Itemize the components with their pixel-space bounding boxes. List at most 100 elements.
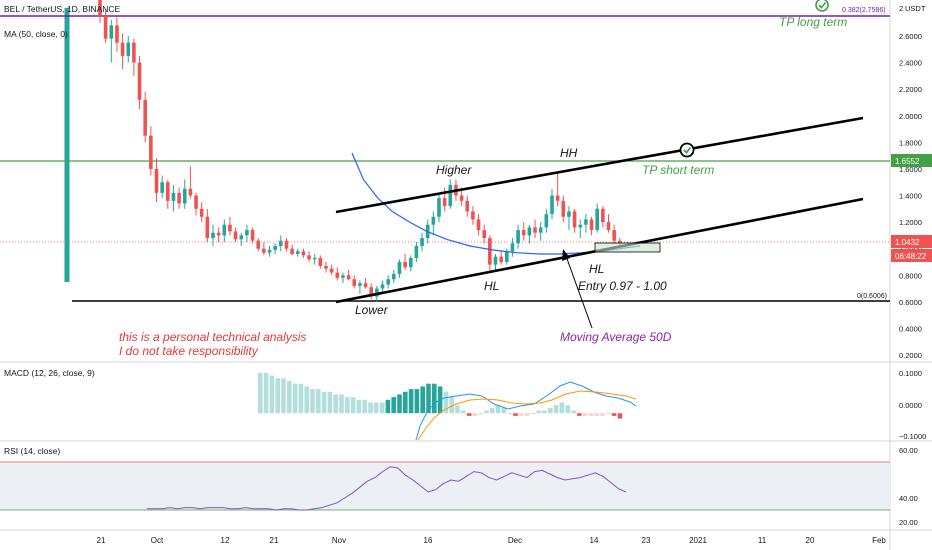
candle-body [312,257,317,260]
candle-body [149,135,153,169]
candle-body [471,211,475,220]
candle-body [171,192,176,201]
price-axis[interactable]: 2.6000 2.4000 2.2000 2.0000 1.8000 1.6000 1.40… [891,4,932,527]
tp-long-label: TP long term [779,15,847,29]
channel-upper-line[interactable] [335,116,864,214]
macd-bar [339,394,344,414]
macd-bar [333,394,338,414]
candle-body [493,256,498,265]
macd-bar [524,413,530,416]
macd-bar [368,402,373,414]
time-tick: Dec [508,536,522,545]
macd-bar [617,413,623,419]
candle-body [120,42,125,56]
macd-bar [536,410,541,414]
macd-tick: 0.0000 [899,401,922,410]
candle-body [132,42,136,63]
macd-bar [472,413,478,416]
lower-label: Lower [355,303,389,317]
price-tick: 2.4000 [899,59,922,68]
candle-body [505,251,509,262]
candle-body [375,288,379,297]
macd-signal-line[interactable] [417,390,637,441]
macd-bar [443,391,449,414]
macd-bar [321,391,327,414]
macd-bar [611,413,617,416]
macd-bar [281,378,286,414]
ma-arrow-head [562,249,570,261]
hh-label: HH [560,146,578,160]
candle-body [222,224,227,236]
candle-body [188,188,193,196]
macd-bar [327,391,333,414]
macd-bar [606,413,611,415]
macd-bar [292,383,298,414]
target-short-icon[interactable] [679,142,695,158]
candle-body [488,238,492,265]
macd-bar [577,413,582,416]
candle-body [233,231,238,240]
macd-line[interactable] [415,381,637,441]
target-long-icon[interactable] [815,0,829,12]
candle-body [408,257,413,268]
macd-tick: 0.1000 [899,369,922,378]
candle-body [567,211,571,217]
candle-body [510,243,515,252]
candle-body [329,268,334,273]
candle-body [346,275,351,280]
price-tick: 0.8000 [899,271,922,280]
candle-body [601,208,605,223]
macd-bar [432,383,437,414]
time-axis[interactable]: 21 Oct 12 21 Nov 16 Dec 14 23 2021 11 20 Feb [97,536,887,545]
time-tick: 21 [97,536,106,545]
macd-bar [379,402,385,414]
time-tick: Feb [872,536,886,545]
rsi-line[interactable] [147,466,627,511]
candle-body [216,232,221,236]
macd-bar [490,407,495,414]
macd-histogram [258,373,623,419]
entry-zone-box[interactable] [594,242,661,253]
macd-bar [495,405,501,414]
price-tick-top: 2 [899,4,903,13]
macd-bar [455,405,460,414]
moving-average-label: Moving Average 50D [560,330,672,344]
candle-body [572,211,577,228]
candle-body [273,246,277,250]
candle-body [414,246,419,258]
candle-body [324,265,328,269]
candle-body [211,232,215,239]
price-badge-text: 06:48:22 [895,252,927,261]
candle-body [143,99,147,136]
candle-body [584,219,588,225]
time-tick: 2021 [689,536,707,545]
macd-bar [478,413,483,415]
hl-right-label: HL [589,262,604,276]
price-badge [891,154,932,167]
candle-body [284,240,289,249]
macd-bar [374,402,379,414]
macd-bar [588,413,594,416]
candle-body [544,214,549,228]
macd-bar [449,397,454,414]
candle-body [358,283,362,286]
candle-body [516,230,520,244]
candle-body [307,255,311,260]
candle-body [420,238,424,247]
time-tick: 12 [221,536,230,545]
candle-body [352,279,357,286]
candle-body [318,257,323,266]
price-badge [891,249,932,262]
candle-body [194,195,198,209]
candle-body [245,230,249,236]
time-tick: 14 [590,536,599,545]
tp-short-label: TP short term [642,163,714,177]
disclaimer-line-1: this is a personal technical analysis [119,330,306,344]
disclaimer-line-2: I do not take responsibility [119,344,259,358]
macd-bar [287,381,292,414]
candle-body [550,195,554,215]
price-tick: 2.2000 [899,85,922,94]
macd-bar [513,413,518,416]
candle-body [380,284,385,289]
